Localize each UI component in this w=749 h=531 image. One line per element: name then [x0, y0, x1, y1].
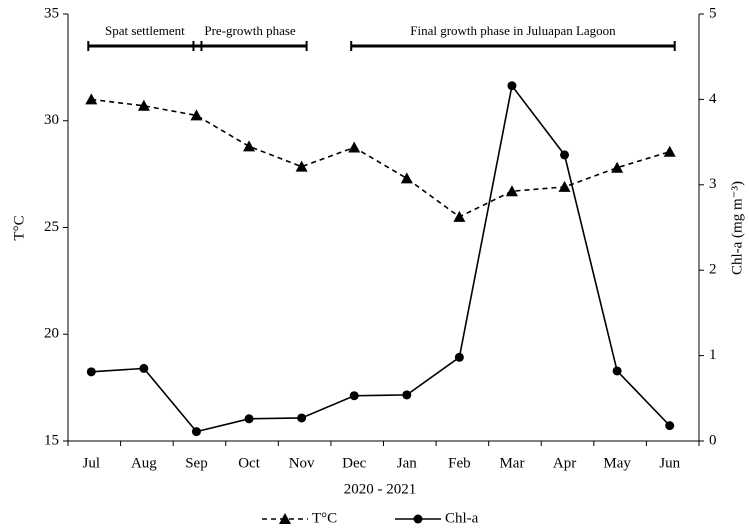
point [612, 366, 622, 376]
x-tick-label: Sep [185, 455, 208, 471]
point [86, 367, 96, 377]
y2-tick-label: 3 [709, 176, 717, 192]
point [402, 390, 412, 400]
series-line [91, 98, 670, 218]
point [611, 161, 624, 173]
x-tick-label: Nov [289, 455, 315, 471]
point [190, 109, 203, 121]
x-tick-label: Apr [553, 455, 576, 471]
point [244, 414, 254, 424]
x-tick-label: Jul [83, 455, 101, 471]
point [454, 352, 464, 362]
series-line [91, 83, 671, 433]
y2-axis-label: Chl-a (mg m⁻³) [729, 181, 745, 275]
x-tick-label: Jun [659, 455, 680, 471]
x-tick-label: May [603, 455, 631, 471]
y-tick-label: 30 [44, 112, 59, 128]
x-axis-label: 2020 - 2021 [344, 481, 417, 497]
point [400, 172, 413, 184]
y-tick-label: 25 [44, 219, 59, 235]
point [243, 140, 256, 152]
x-tick-label: Dec [342, 455, 366, 471]
y2-tick-label: 0 [709, 432, 717, 448]
point [139, 363, 149, 373]
point [505, 185, 518, 197]
point [348, 141, 361, 153]
point [453, 210, 466, 222]
y-axis-label: T°C [11, 215, 27, 240]
y-tick-label: 35 [44, 5, 59, 21]
point [507, 81, 517, 91]
point [191, 427, 201, 437]
point [558, 180, 571, 192]
phase-label: Pre-growth phase [204, 23, 296, 38]
x-tick-label: Jan [397, 455, 417, 471]
point [85, 93, 98, 105]
point [295, 160, 308, 172]
x-tick-label: Aug [131, 455, 157, 471]
x-tick-label: Oct [238, 455, 260, 471]
point [663, 145, 676, 157]
y2-tick-label: 1 [709, 347, 717, 363]
x-tick-label: Feb [448, 455, 471, 471]
phase-label: Spat settlement [105, 23, 185, 38]
legend-marker [279, 513, 291, 524]
point [665, 421, 675, 431]
y2-tick-label: 2 [709, 262, 717, 278]
point [560, 150, 570, 160]
y2-tick-label: 5 [709, 5, 717, 21]
point [137, 99, 150, 111]
x-tick-label: Mar [499, 455, 524, 471]
y2-tick-label: 4 [709, 91, 717, 107]
phase-label: Final growth phase in Juluapan Lagoon [410, 23, 616, 38]
legend-label: Chl-a [445, 510, 479, 526]
y-tick-label: 20 [44, 326, 59, 342]
point [349, 391, 359, 401]
point [297, 413, 307, 423]
y-tick-label: 15 [44, 432, 59, 448]
legend-label: T°C [312, 510, 337, 526]
legend-marker [413, 514, 423, 524]
